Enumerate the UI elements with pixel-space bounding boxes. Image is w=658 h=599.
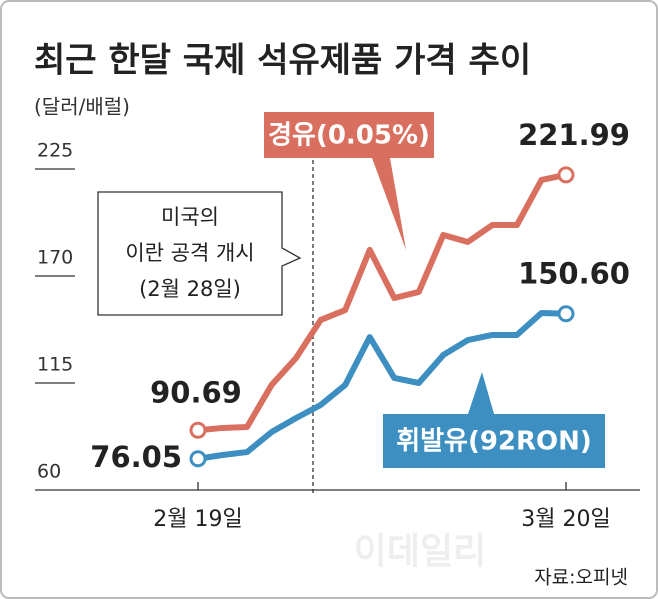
x-tick-label: 3월 20일 <box>521 507 610 532</box>
value-label: 76.05 <box>90 440 182 474</box>
series-line <box>197 309 567 462</box>
source: 자료:오피넷 <box>534 567 628 589</box>
legend-label: 휘발유(92RON) <box>396 427 592 457</box>
annotation: (2월 28일) <box>139 277 241 301</box>
annotation-box <box>97 191 302 316</box>
chart-title: 최근 한달 국제 석유제품 가격 추이 <box>34 41 531 81</box>
annotation: 미국의 <box>161 205 219 229</box>
value-label: 221.99 <box>518 118 630 152</box>
watermark: 이데일리 <box>354 531 486 572</box>
annotation: 이란 공격 개시 <box>125 241 254 265</box>
end-point <box>189 450 207 468</box>
legend-label: 경유(0.05%) <box>268 121 430 151</box>
y-tick-label: 225 <box>37 140 73 162</box>
y-axis-label: (달러/배럴) <box>34 95 130 119</box>
end-point <box>557 166 575 184</box>
value-label: 150.60 <box>518 257 630 291</box>
y-tick-label: 170 <box>37 247 73 269</box>
series-line <box>197 171 567 434</box>
legend-pointer <box>372 158 406 250</box>
legend-box <box>264 112 434 158</box>
legend-box <box>383 414 605 468</box>
value-label: 90.69 <box>150 375 242 409</box>
y-tick-label: 115 <box>37 354 73 376</box>
y-tick-label: 60 <box>37 461 61 483</box>
x-tick-label: 2월 19일 <box>153 507 242 532</box>
end-point <box>189 421 207 439</box>
end-point <box>557 305 575 323</box>
legend-pointer <box>468 372 494 414</box>
